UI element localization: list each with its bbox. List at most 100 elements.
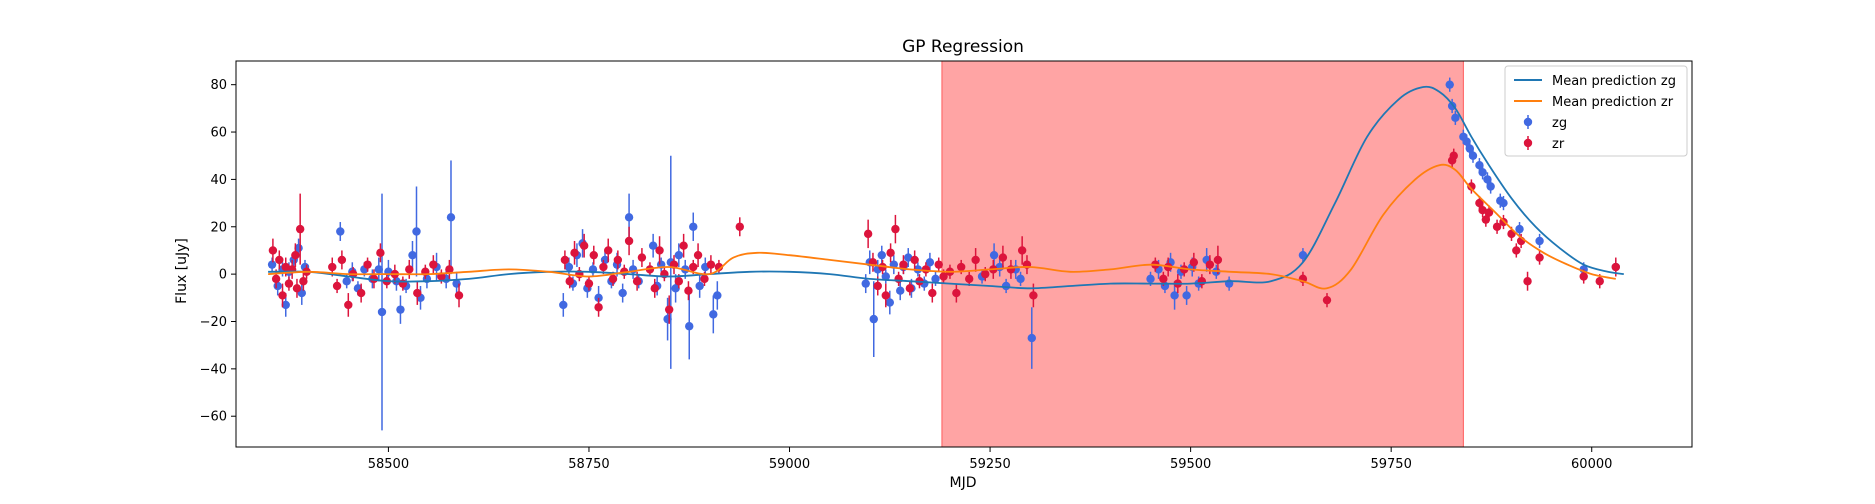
data-point-zr <box>706 260 716 269</box>
data-point-zr <box>965 274 974 284</box>
data-point-zr <box>952 288 961 298</box>
data-point-zg <box>989 250 999 260</box>
data-point-zr <box>1029 291 1038 300</box>
data-point-zr <box>905 284 915 293</box>
data-point-zg <box>1475 160 1484 170</box>
data-point-zr <box>873 281 882 291</box>
data-point-zr <box>344 300 353 310</box>
data-point-zr <box>956 262 966 272</box>
line-mean-prediction-zr <box>268 163 1616 290</box>
data-point-zr <box>363 260 372 269</box>
axes-frame <box>235 60 1693 448</box>
y-tick-label: 20 <box>210 220 227 235</box>
data-point-zr <box>445 265 454 274</box>
data-point-zr <box>1197 277 1207 286</box>
data-point-zr <box>921 265 931 274</box>
data-point-zr <box>398 279 408 288</box>
data-point-zr <box>560 255 570 265</box>
data-point-zr <box>650 284 659 293</box>
data-point-zg <box>877 250 886 260</box>
data-point-zr <box>899 260 908 269</box>
y-tick-label: −20 <box>200 315 227 330</box>
x-tick-label: 59250 <box>969 457 1010 472</box>
data-point-zr <box>934 260 943 269</box>
data-point-zr <box>1478 205 1487 215</box>
legend-item: Mean prediction zg <box>1514 74 1676 89</box>
data-point-zr <box>1017 246 1027 255</box>
data-point-zg <box>1515 224 1524 234</box>
legend-label: Mean prediction zr <box>1552 95 1674 110</box>
data-point-zr <box>637 253 647 262</box>
data-point-zr <box>413 288 422 298</box>
y-tick-label: −40 <box>200 362 227 377</box>
data-point-zr <box>608 274 618 284</box>
data-point-zr <box>271 274 281 284</box>
legend-item: zg <box>1523 115 1567 131</box>
axis-ticks: 58500 58750 59000 59250 59500 59750 60000 −60 −4… <box>200 78 1613 472</box>
data-point-zg <box>281 300 290 310</box>
data-point-zr <box>1159 274 1168 284</box>
data-point-zg <box>336 227 345 236</box>
data-point-zr <box>337 255 347 265</box>
y-tick-label: 40 <box>210 173 227 188</box>
data-point-zr <box>886 248 895 258</box>
data-point-zg <box>1445 80 1454 89</box>
data-point-zg <box>931 274 940 284</box>
data-point-zr <box>1205 260 1215 269</box>
data-point-zg <box>1499 198 1508 208</box>
data-point-zg <box>1465 144 1474 153</box>
data-point-zr <box>891 224 900 234</box>
legend-label: zg <box>1552 116 1567 131</box>
data-point-zr <box>971 255 980 265</box>
data-point-zr <box>689 262 698 272</box>
chart-title: GP Regression <box>902 37 1024 57</box>
data-point-zr <box>299 277 308 286</box>
data-point-zr <box>584 279 594 288</box>
data-point-zr <box>1467 182 1476 191</box>
data-point-zr <box>679 241 688 250</box>
data-point-zr <box>894 274 903 284</box>
data-point-zr <box>664 305 674 314</box>
data-point-zr <box>939 272 948 281</box>
data-point-zg <box>869 314 878 324</box>
data-point-zr <box>998 253 1008 262</box>
data-point-zg <box>709 310 718 319</box>
data-point-zg <box>408 250 417 260</box>
data-point-zg <box>1146 274 1155 284</box>
data-point-zr <box>570 248 579 258</box>
data-point-zg <box>374 265 383 274</box>
data-point-zg <box>1001 281 1011 291</box>
x-tick-label: 58750 <box>568 457 609 472</box>
x-axis-label: MJD <box>950 475 977 491</box>
data-point-zr <box>684 286 693 295</box>
x-tick-label: 59500 <box>1170 457 1211 472</box>
data-point-zg <box>925 258 935 267</box>
data-point-zr <box>281 262 290 272</box>
data-point-zr <box>589 250 598 260</box>
data-point-zr <box>295 224 305 234</box>
x-tick-label: 59750 <box>1370 457 1411 472</box>
data-point-zg <box>881 272 890 281</box>
data-point-zr <box>735 222 744 231</box>
data-point-zg <box>1535 236 1544 246</box>
data-point-zr <box>881 291 890 300</box>
data-point-zr <box>1579 272 1588 281</box>
data-point-zr <box>1595 277 1604 286</box>
legend-box <box>1504 65 1688 157</box>
data-point-zg <box>412 227 421 236</box>
data-point-zr <box>284 279 294 288</box>
data-point-zg <box>1486 182 1495 191</box>
data-point-zr <box>700 274 709 284</box>
legend-label: Mean prediction zg <box>1552 74 1676 89</box>
data-point-zr <box>910 255 919 265</box>
data-point-zr <box>594 303 603 312</box>
data-point-zr <box>632 277 642 286</box>
data-point-zg <box>671 284 680 293</box>
data-point-zg <box>1016 274 1025 284</box>
data-point-zr <box>1449 151 1458 160</box>
data-point-zr <box>332 281 342 291</box>
data-point-zg <box>273 281 282 291</box>
data-point-zr <box>268 246 278 255</box>
